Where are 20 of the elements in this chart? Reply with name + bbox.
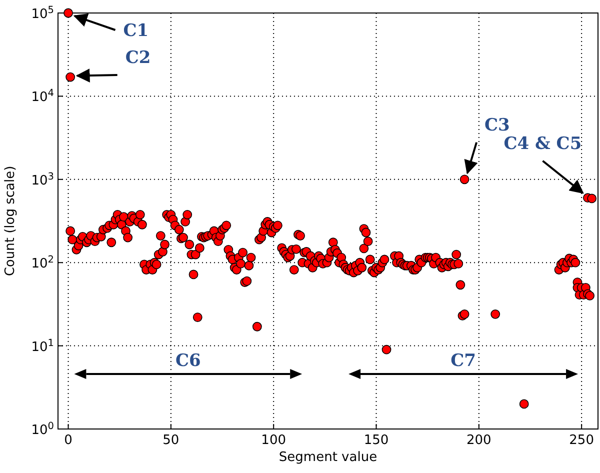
y-tick-label: 10$^{1}$ <box>31 337 54 355</box>
annotation: C4 & C5 <box>504 134 582 154</box>
annotation: C6 <box>175 351 201 371</box>
x-axis-title: Segment value <box>278 450 378 465</box>
y-tick-label: 10$^{5}$ <box>31 4 54 22</box>
x-tick-label: 250 <box>569 433 594 448</box>
y-axis-title: Count (log scale) <box>3 166 18 276</box>
annotation: C1 <box>123 21 149 41</box>
x-tick-label: 200 <box>466 433 492 448</box>
x-tick-label: 50 <box>162 433 180 448</box>
y-tick-label: 10$^{0}$ <box>31 420 54 438</box>
y-tick-label: 10$^{4}$ <box>31 88 54 106</box>
annotation: C2 <box>125 48 151 68</box>
x-tick-label: 150 <box>364 433 389 448</box>
y-tick-label: 10$^{3}$ <box>31 170 54 188</box>
x-tick-label: 100 <box>261 433 286 448</box>
x-tick-label: 0 <box>64 433 72 448</box>
annotation: C7 <box>450 351 476 371</box>
annotation: C3 <box>484 115 510 136</box>
y-tick-label: 10$^{2}$ <box>31 254 54 272</box>
